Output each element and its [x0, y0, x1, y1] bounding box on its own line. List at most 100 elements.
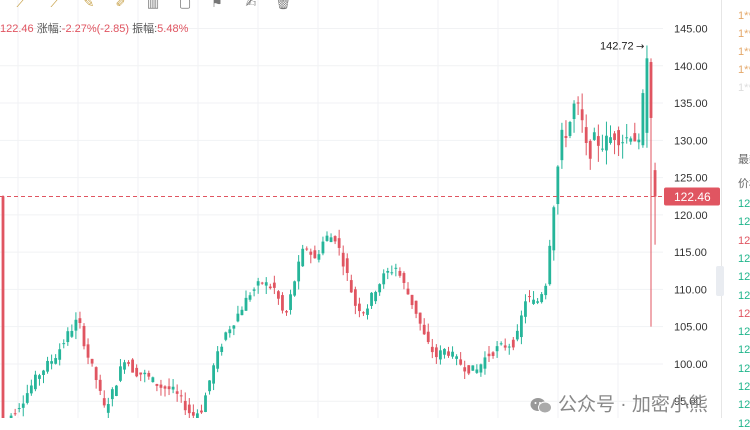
pen-icon[interactable]: ✎	[83, 0, 95, 10]
ruler-diagonal-icon[interactable]: ⟋	[16, 0, 26, 10]
candle-body	[321, 241, 325, 254]
candle-body	[1, 196, 5, 426]
candle-body	[66, 331, 70, 343]
price-value: 122.46	[0, 23, 34, 35]
trade-price-row: 122	[738, 399, 750, 412]
trade-price-row: 122	[738, 344, 750, 357]
candle-body	[475, 369, 479, 373]
candle-body	[135, 367, 139, 377]
y-axis-tick-label: 110.00	[674, 284, 707, 296]
candle-body	[592, 132, 596, 140]
candle-body	[499, 343, 503, 345]
ruler-diagonal-icon[interactable]: ⟋	[50, 0, 60, 10]
candle-body	[426, 331, 430, 343]
candle-body	[131, 359, 134, 373]
candle-body	[159, 384, 163, 388]
candle-body	[532, 299, 535, 304]
candle-body	[337, 238, 341, 248]
drawing-toolbar: ⟋ ⟋ ✎ ✐ ▥ ▢ ⚑ ✍ 🗑	[0, 0, 300, 14]
candle-body	[596, 136, 600, 146]
candle-body	[422, 324, 426, 335]
candle-body	[175, 391, 179, 394]
candle-body	[443, 348, 446, 355]
flag-icon[interactable]: ⚑	[211, 0, 223, 10]
candle-body	[451, 351, 454, 357]
candle-body	[447, 351, 450, 356]
candle-body	[455, 356, 458, 359]
candle-body	[297, 261, 301, 282]
candle-body	[394, 267, 398, 269]
candle-body	[54, 358, 58, 364]
candle-body	[341, 252, 345, 267]
candle-body	[272, 282, 276, 288]
candle-body	[78, 318, 82, 324]
candle-body	[406, 288, 410, 295]
panel-collapse-handle[interactable]	[716, 266, 724, 296]
price-info-line: 122.46 涨幅:-2.27%(-2.85) 振幅:5.48%	[0, 20, 188, 36]
candle-body	[123, 362, 126, 370]
candle-body	[507, 346, 511, 348]
bar-tool-icon[interactable]: ▥	[146, 0, 160, 10]
y-axis-tick-label: 125.00	[674, 173, 708, 185]
change-label: 涨幅:	[36, 23, 62, 35]
candle-body	[552, 207, 556, 251]
candle-body	[390, 272, 394, 274]
current-price-tag	[664, 187, 720, 206]
text-note-icon[interactable]: ▢	[178, 0, 192, 10]
trade-price-row: 122	[738, 198, 750, 210]
brush-icon[interactable]: ✐	[115, 0, 127, 10]
trade-price-row: 122	[738, 417, 750, 430]
candle-body	[564, 136, 568, 138]
candle-body	[536, 301, 539, 303]
trade-price-row: 122	[738, 326, 750, 339]
candle-body	[200, 410, 203, 413]
candle-body	[58, 349, 62, 360]
candle-body	[625, 137, 629, 139]
y-axis-tick-label: 135.00	[674, 98, 708, 110]
candle-body	[127, 362, 130, 364]
candle-body	[430, 346, 434, 353]
candle-body	[528, 296, 531, 298]
edit-icon[interactable]: ✍	[245, 0, 257, 10]
candle-body	[374, 291, 377, 302]
candle-body	[187, 404, 191, 414]
candle-body	[208, 380, 211, 392]
candle-body	[370, 292, 373, 306]
candle-body	[317, 254, 321, 260]
candle-body	[240, 309, 244, 316]
candle-body	[378, 284, 382, 293]
candle-body	[572, 103, 576, 120]
candle-body	[503, 345, 507, 348]
candle-body	[386, 270, 390, 273]
candle-body	[410, 294, 414, 306]
candle-body	[248, 295, 252, 300]
latest-label: 最新	[738, 154, 750, 166]
candle-body	[110, 389, 114, 400]
candle-body	[434, 347, 438, 358]
candle-body	[418, 312, 422, 324]
trader-masked-name: 1**	[738, 64, 750, 76]
candle-body	[119, 366, 122, 381]
candle-body	[358, 303, 361, 312]
candle-body	[29, 385, 33, 394]
y-axis-tick-label: 140.00	[674, 61, 708, 73]
current-price-label: 122.46	[674, 190, 711, 204]
trader-masked-name: 1**	[738, 28, 750, 40]
candle-body	[402, 273, 406, 283]
candle-body	[42, 370, 45, 375]
candle-body	[98, 379, 102, 391]
candle-body	[621, 142, 625, 144]
candle-body	[252, 289, 256, 291]
candle-body	[106, 404, 110, 413]
candle-body	[520, 315, 523, 338]
trash-icon[interactable]: 🗑	[274, 0, 292, 10]
candle-body	[483, 357, 487, 369]
candle-body	[191, 412, 195, 416]
candle-body	[224, 332, 228, 340]
candle-body	[580, 109, 584, 121]
candle-body	[268, 286, 272, 289]
candle-body	[471, 365, 475, 371]
candle-body	[70, 330, 74, 337]
